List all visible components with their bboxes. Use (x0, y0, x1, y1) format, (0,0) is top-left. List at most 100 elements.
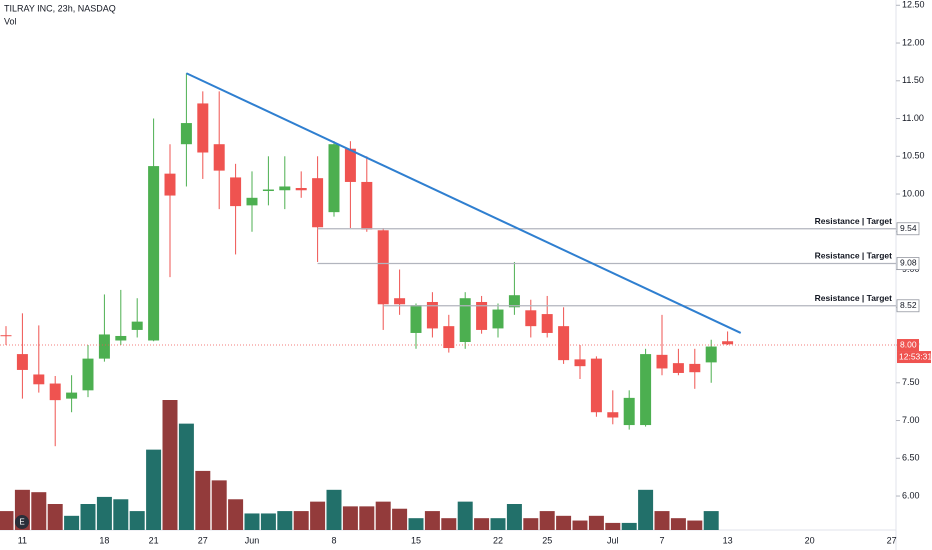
volume-bar (342, 506, 358, 530)
volume-bar (392, 508, 408, 530)
volume-bar (621, 522, 637, 530)
volume-bar (556, 515, 572, 530)
volume-bar (424, 511, 440, 530)
candle-body (722, 341, 734, 345)
x-tick-label: 25 (542, 535, 552, 545)
candle-body (295, 187, 307, 191)
candle-body (640, 354, 652, 426)
candle-body (131, 321, 143, 330)
candle-body (672, 363, 684, 373)
candle-body (361, 181, 373, 230)
y-tick-label: 11.50 (902, 75, 924, 85)
volume-bar (638, 489, 654, 530)
price-tag: 9.54 (900, 223, 917, 233)
y-tick-label: 12.00 (902, 37, 925, 47)
candle-body (197, 103, 209, 153)
x-tick-label: Jun (245, 535, 260, 545)
price-tag: 9.08 (900, 258, 917, 268)
y-tick-label: 6.50 (902, 453, 920, 463)
candle-body (492, 309, 504, 329)
candle-body (623, 397, 635, 426)
candle-body (148, 166, 160, 341)
x-tick-label: 11 (18, 535, 27, 545)
volume-bar (687, 520, 703, 530)
candle-body (508, 295, 520, 308)
candle-body (344, 148, 356, 182)
volume-bar (129, 511, 145, 530)
symbol-title: TILRAY INC, 23h, NASDAQ (4, 3, 116, 13)
volume-bar (539, 511, 555, 530)
volume-bar (178, 423, 194, 530)
candle-body (230, 177, 242, 207)
volume-bar (474, 518, 490, 530)
event-marker-label: E (19, 518, 24, 527)
volume-bar (228, 499, 244, 530)
volume-label: Vol (4, 16, 17, 26)
volume-bar (195, 470, 211, 530)
volume-bar (588, 515, 604, 530)
resistance-label: Resistance | Target (815, 251, 893, 261)
volume-bar (146, 449, 162, 530)
volume-bar (0, 511, 14, 530)
candle-body (98, 334, 110, 359)
volume-bar (80, 504, 96, 530)
x-tick-label: 15 (411, 535, 421, 545)
x-tick-label: 8 (331, 535, 336, 545)
candle-body (115, 335, 127, 341)
volume-bar (654, 511, 670, 530)
candle-body (0, 335, 12, 337)
volume-bar (457, 501, 473, 530)
candle-body (525, 310, 537, 327)
y-tick-label: 10.00 (902, 188, 925, 198)
volume-bar (64, 515, 80, 530)
y-tick-label: 11.00 (902, 113, 924, 123)
volume-bar (277, 511, 293, 530)
candle-body (590, 358, 602, 413)
volume-bar (703, 511, 719, 530)
volume-bar (113, 499, 129, 530)
candle-body (246, 197, 258, 206)
x-tick-label: 22 (493, 535, 503, 545)
volume-bar (441, 518, 457, 530)
volume-bar (670, 518, 686, 530)
candle-body (443, 326, 455, 349)
x-tick-label: 13 (723, 535, 733, 545)
candle-body (426, 301, 438, 329)
volume-bar (408, 518, 424, 530)
candle-body (394, 298, 406, 305)
candle-body (574, 359, 586, 367)
candle-body (377, 230, 389, 305)
y-tick-label: 10.50 (902, 151, 925, 161)
resistance-label: Resistance | Target (815, 293, 893, 303)
event-marker (15, 515, 29, 529)
volume-bar (293, 511, 309, 530)
x-tick-label: 18 (99, 535, 109, 545)
candle-body (66, 392, 78, 399)
volume-bar (572, 520, 588, 530)
candle-body (476, 301, 488, 330)
volume-bar (47, 504, 63, 530)
candle-body (213, 144, 225, 171)
volume-bar (96, 496, 112, 530)
x-tick-label: 27 (198, 535, 208, 545)
candle-body (262, 189, 274, 192)
x-tick-label: 21 (149, 535, 159, 545)
candle-body (82, 358, 94, 391)
volume-bar (490, 518, 506, 530)
last-price-box (897, 339, 919, 352)
volume-bar (523, 518, 539, 530)
x-tick-label: 27 (887, 535, 897, 545)
candle-body (459, 298, 471, 343)
countdown-box (897, 351, 931, 364)
candle-body (312, 178, 324, 228)
volume-bar (326, 489, 342, 530)
volume-bar (162, 400, 178, 530)
volume-bar (506, 504, 522, 530)
volume-bar (359, 506, 375, 530)
last-price-label: 8.00 (900, 339, 917, 349)
y-tick-label: 7.00 (902, 415, 920, 425)
candle-body (705, 346, 717, 363)
y-tick-label: 7.50 (902, 377, 920, 387)
x-tick-label: Jul (607, 535, 619, 545)
